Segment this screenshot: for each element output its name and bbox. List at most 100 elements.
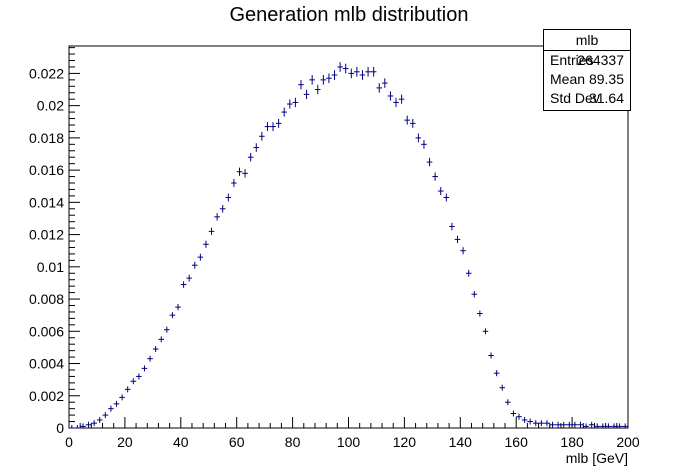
data-point — [566, 421, 573, 428]
data-point — [499, 384, 506, 391]
data-point — [370, 66, 377, 77]
stats-row-stddev: Std Dev 31.64 — [544, 89, 630, 108]
data-point — [382, 78, 388, 88]
x-tick-label: 100 — [337, 434, 361, 450]
data-point — [169, 312, 176, 319]
data-point — [236, 167, 243, 176]
data-point — [409, 118, 416, 128]
data-point — [180, 281, 187, 288]
data-point — [588, 421, 595, 428]
data-point — [191, 261, 198, 269]
data-point — [108, 405, 114, 412]
data-point — [505, 399, 511, 406]
data-point — [387, 91, 394, 101]
data-point — [74, 425, 81, 429]
data-point — [622, 423, 628, 428]
data-point — [415, 133, 422, 143]
data-point — [493, 370, 500, 377]
data-point — [482, 328, 489, 335]
data-point — [270, 122, 276, 132]
data-point — [516, 413, 522, 420]
data-point — [203, 240, 209, 248]
stats-name: mlb — [544, 30, 630, 51]
x-tick-label: 140 — [449, 434, 473, 450]
data-point — [259, 131, 265, 141]
data-point — [287, 99, 293, 109]
data-point — [583, 423, 589, 428]
data-point — [208, 227, 215, 236]
data-point — [320, 75, 327, 85]
data-point — [465, 269, 472, 277]
y-tick-label: 0.006 — [29, 323, 64, 339]
data-point — [471, 291, 478, 298]
data-point — [242, 169, 248, 178]
data-point — [331, 70, 338, 80]
data-point — [404, 115, 410, 125]
data-point — [572, 421, 578, 428]
data-point — [337, 62, 343, 72]
x-tick-label: 60 — [229, 434, 245, 450]
data-point — [186, 274, 192, 282]
data-point — [147, 355, 153, 362]
y-tick-label: 0.012 — [29, 227, 64, 243]
stats-box: mlb Entries 264337 Mean 89.35 Std Dev 31… — [543, 29, 631, 111]
data-point — [342, 63, 349, 74]
data-point — [164, 326, 170, 333]
data-point — [577, 421, 584, 428]
data-point — [124, 386, 131, 393]
x-tick-label: 20 — [117, 434, 133, 450]
data-point — [454, 235, 461, 244]
stats-label: Entries — [550, 52, 594, 68]
x-tick-label: 120 — [393, 434, 417, 450]
data-point — [96, 416, 103, 423]
data-point — [136, 373, 142, 380]
data-point — [298, 79, 304, 90]
data-point — [432, 172, 438, 181]
data-point — [437, 187, 444, 196]
data-point — [398, 94, 405, 104]
y-tick-label: 0 — [56, 420, 64, 436]
axes — [68, 45, 629, 429]
data-point — [510, 410, 517, 417]
y-tick-label: 0.002 — [29, 388, 64, 404]
y-tick-label: 0.01 — [37, 259, 64, 275]
data-point — [85, 421, 92, 428]
data-point — [91, 420, 97, 427]
x-tick-label: 40 — [173, 434, 189, 450]
stats-row-entries: Entries 264337 — [544, 51, 630, 70]
data-point — [314, 84, 321, 95]
data-point — [611, 423, 617, 428]
stats-value: 31.64 — [588, 90, 624, 106]
y-tick-label: 0.018 — [29, 130, 64, 146]
data-point — [449, 222, 455, 231]
data-point — [275, 118, 282, 128]
y-tick-label: 0.008 — [29, 291, 64, 307]
data-point — [421, 140, 427, 149]
data-point — [460, 247, 466, 255]
x-tick-label: 200 — [616, 434, 640, 450]
x-tick-label: 180 — [560, 434, 584, 450]
data-point — [594, 423, 601, 428]
data-point — [119, 394, 125, 401]
data-point — [214, 213, 220, 221]
data-point — [354, 66, 360, 77]
data-point — [365, 66, 371, 77]
data-point — [443, 193, 450, 202]
data-point — [560, 421, 567, 428]
chart-title: Generation mlb distribution — [229, 4, 469, 26]
data-point — [253, 143, 260, 152]
tick-labels: 0 20 40 60 80 100 120 140 160 180 200 0 0.002 0.004 0.… — [29, 65, 640, 466]
data-point — [544, 420, 550, 427]
data-point — [376, 83, 383, 93]
y-tick-label: 0.004 — [29, 356, 64, 372]
x-tick-label: 80 — [285, 434, 301, 450]
stats-value: 264337 — [577, 52, 624, 68]
data-point — [80, 423, 86, 428]
x-tick-label: 160 — [505, 434, 529, 450]
data-point — [225, 193, 232, 202]
y-tick-label: 0.02 — [37, 98, 64, 114]
y-tick-label: 0.022 — [29, 65, 64, 81]
stats-label: Std Dev — [550, 90, 600, 106]
data-point — [175, 304, 181, 311]
